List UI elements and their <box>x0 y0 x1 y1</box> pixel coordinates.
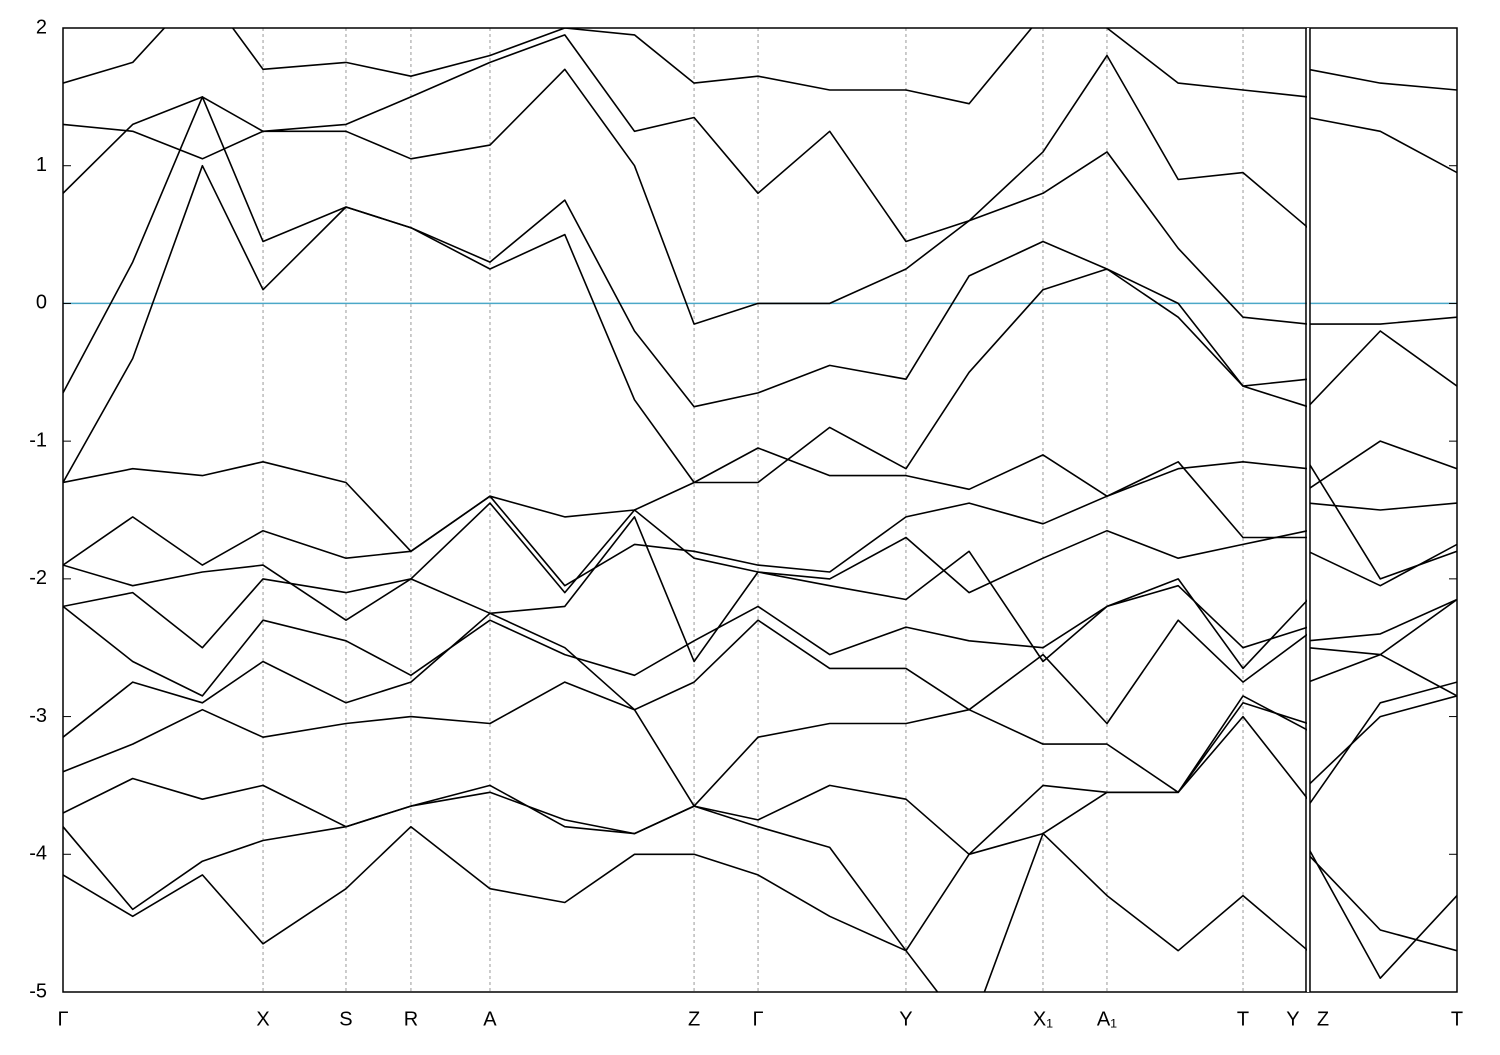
x-tick-label: A₁ <box>1097 1008 1117 1030</box>
x-tick-label: T <box>1237 1008 1249 1030</box>
band-line <box>63 34 1457 642</box>
x-tick-label: Γ <box>753 1008 764 1030</box>
x-tick-label: T <box>1451 1008 1463 1030</box>
band-line <box>63 440 1457 621</box>
panel-break <box>1306 28 1310 992</box>
x-tick-label: Y <box>899 1008 912 1030</box>
x-tick-label: Z <box>1317 1008 1329 1030</box>
band-line <box>63 681 1457 856</box>
x-tick-label: Γ <box>57 1008 68 1030</box>
plot-frame <box>62 27 1458 993</box>
bands <box>63 28 1457 992</box>
band-line <box>63 68 1457 408</box>
y-tick-label: 2 <box>36 16 47 38</box>
band-line <box>63 116 1457 484</box>
y-tick-label: -2 <box>29 567 47 589</box>
y-tick-label: -3 <box>29 705 47 727</box>
x-tick-label: A <box>483 1008 497 1030</box>
y-tick-label: -5 <box>29 980 47 1002</box>
grid <box>262 28 1244 992</box>
x-tick-label: Y <box>1286 1008 1299 1030</box>
x-tick-label: S <box>339 1008 352 1030</box>
x-tick-label: R <box>404 1008 418 1030</box>
band-line <box>63 330 1457 587</box>
band-line <box>63 653 1457 807</box>
x-tick-label: Z <box>688 1008 700 1030</box>
y-tick-label: 1 <box>36 154 47 176</box>
band-line <box>63 825 1457 992</box>
band-line <box>63 68 1457 580</box>
band-line <box>63 543 1457 697</box>
band-line <box>63 316 1457 553</box>
band-line <box>63 598 1457 738</box>
band-line <box>63 28 1457 979</box>
y-tick-label: -1 <box>29 429 47 451</box>
y-tick-label: 0 <box>36 292 47 314</box>
band-line <box>63 502 1457 670</box>
band-line <box>63 695 1457 952</box>
y-tick-label: -4 <box>29 843 47 865</box>
x-tick-label: X <box>256 1008 269 1030</box>
x-tick-label: X₁ <box>1033 1008 1053 1030</box>
